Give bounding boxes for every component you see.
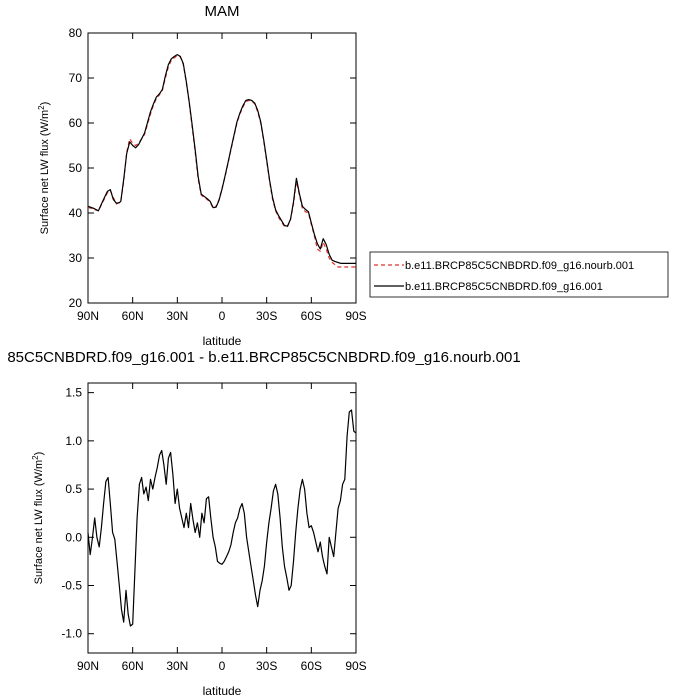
bottom-chart: 85C5CNBDRD.f09_g16.001 - b.e11.BRCP85C5C…: [7, 349, 520, 698]
bottom-x-tick-label-6: 90S: [345, 659, 366, 673]
bottom-x-tick-label-4: 30S: [256, 659, 277, 673]
bottom-x-tick-label-2: 30N: [166, 659, 188, 673]
top-y-tick-label-1: 30: [69, 251, 83, 265]
bottom-x-tick-label-0: 90N: [77, 659, 99, 673]
bottom-y-axis-label-main: Surface net LW flux (W/m: [33, 460, 45, 585]
top-y-axis-label-main: Surface net LW flux (W/m: [39, 110, 51, 235]
top-x-tick-label-1: 60N: [122, 309, 144, 323]
top-axis-ticks: 90N 60N 30N 0 30S 60S 90S 20 30 40 50 60 70 80: [69, 26, 367, 323]
bottom-chart-title: 85C5CNBDRD.f09_g16.001 - b.e11.BRCP85C5C…: [7, 349, 520, 366]
top-x-tick-label-5: 60S: [301, 309, 322, 323]
top-y-tick-label-5: 70: [69, 71, 83, 85]
bottom-y-axis-label-close: ): [33, 452, 45, 456]
top-y-tick-label-2: 40: [69, 206, 83, 220]
top-chart-title: MAM: [205, 3, 240, 20]
top-x-tick-label-6: 90S: [345, 309, 366, 323]
bottom-y-tick-label-3: 0.5: [65, 482, 82, 496]
top-y-tick-label-3: 50: [69, 161, 83, 175]
bottom-y-tick-label-1: -0.5: [61, 579, 82, 593]
top-x-tick-label-4: 30S: [256, 309, 277, 323]
bottom-y-tick-label-4: 1.0: [65, 434, 82, 448]
top-y-axis-label-sup: 2: [37, 105, 46, 110]
top-y-tick-label-6: 80: [69, 26, 83, 40]
bottom-x-tick-label-1: 60N: [122, 659, 144, 673]
top-x-axis-label: latitude: [203, 334, 242, 348]
legend-label-nourb: b.e11.BRCP85C5CNBDRD.f09_g16.nourb.001: [405, 260, 634, 272]
top-y-tick-label-0: 20: [69, 296, 83, 310]
legend-box: [369, 251, 669, 298]
top-plot-frame: [87, 32, 357, 304]
top-y-axis-label: Surface net LW flux (W/m2): [37, 102, 52, 235]
bottom-series-line-0: [87, 409, 357, 627]
top-y-axis-label-close: ): [39, 102, 51, 106]
bottom-y-tick-label-5: 1.5: [65, 386, 82, 400]
top-chart: MAM 90N 60N 30N 0 30S 60S 90S 20 30 40 50 60 70 80 la…: [37, 3, 669, 348]
top-y-tick-label-4: 60: [69, 116, 83, 130]
top-x-tick-label-2: 30N: [166, 309, 188, 323]
bottom-axis-ticks: 90N 60N 30N 0 30S 60S 90S -1.0 -0.5 0.0 0.5 1.0 1.5: [61, 383, 367, 673]
bottom-x-tick-label-5: 60S: [301, 659, 322, 673]
bottom-y-tick-label-2: 0.0: [65, 530, 82, 544]
bottom-plot-area: 90N 60N 30N 0 30S 60S 90S -1.0 -0.5 0.0 0.5 1.0 1.5: [61, 382, 367, 673]
bottom-x-tick-label-3: 0: [219, 659, 226, 673]
top-plot-area: 90N 60N 30N 0 30S 60S 90S 20 30 40 50 60 70 80: [69, 26, 367, 323]
bottom-y-axis-label: Surface net LW flux (W/m2): [31, 452, 46, 585]
top-series-lines: [87, 53, 356, 268]
top-x-tick-label-0: 90N: [77, 309, 99, 323]
bottom-y-axis-label-sup: 2: [31, 455, 40, 460]
top-series-line-1: [87, 53, 356, 264]
top-x-tick-label-3: 0: [219, 309, 226, 323]
bottom-series-lines: [87, 409, 357, 627]
legend: b.e11.BRCP85C5CNBDRD.f09_g16.nourb.001 b…: [369, 251, 669, 298]
legend-label-control: b.e11.BRCP85C5CNBDRD.f09_g16.001: [405, 281, 603, 293]
bottom-y-tick-label-0: -1.0: [61, 627, 82, 641]
bottom-x-axis-label: latitude: [203, 684, 242, 698]
top-series-line-0: [87, 54, 356, 268]
